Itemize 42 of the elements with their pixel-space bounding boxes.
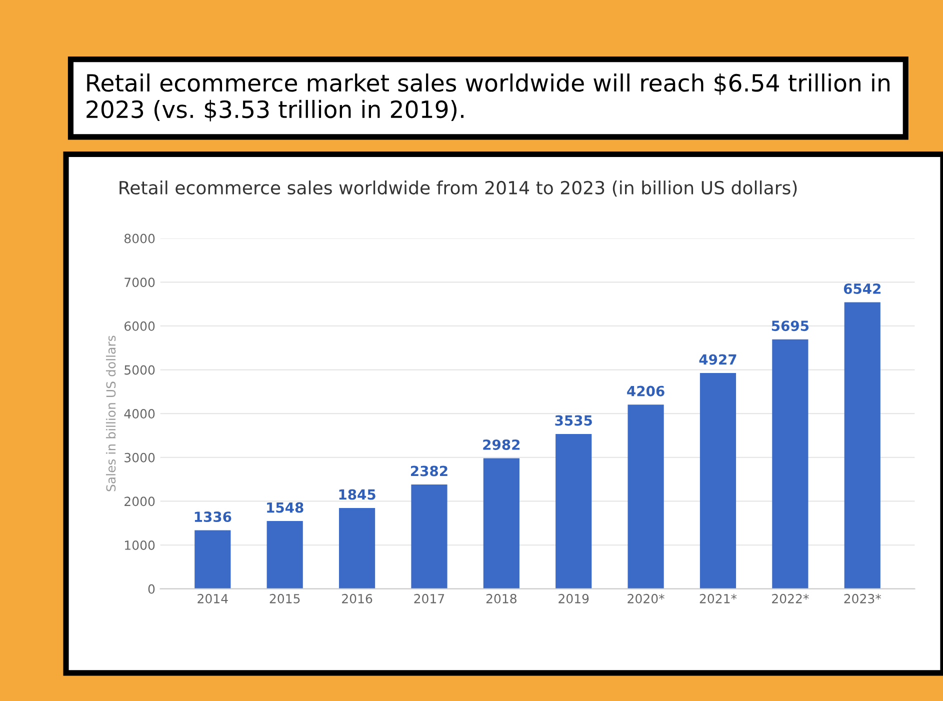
chart-subtitle: Retail ecommerce sales worldwide from 2014 to 2023 (in billion US dollars) <box>120 180 797 197</box>
x-tick-label: 2020* <box>628 594 664 604</box>
bar <box>772 339 808 589</box>
data-label: 3535 <box>555 415 592 426</box>
y-tick-label: 7000 <box>124 278 155 288</box>
y-tick-label: 4000 <box>124 409 155 419</box>
bar <box>194 530 231 589</box>
bar <box>411 484 448 589</box>
data-label: 6542 <box>844 283 880 294</box>
x-tick-label: 2019 <box>558 594 589 604</box>
x-tick-label: 2023* <box>844 594 882 604</box>
y-tick-label: 0 <box>148 584 155 594</box>
x-tick-label: 2016 <box>342 594 372 604</box>
data-label: 4206 <box>627 386 664 396</box>
y-tick-label: 3000 <box>124 452 155 462</box>
y-tick-label: 1000 <box>125 540 155 550</box>
chart-title: Retail ecommerce market sales worldwide will reach $6.54 trillion in 2023 (vs. $3.53 trillion in 2019). <box>86 73 890 122</box>
x-tick-label: 2014 <box>198 594 228 604</box>
data-label: 2982 <box>483 439 520 450</box>
data-label: 2382 <box>410 466 448 476</box>
x-tick-label: 2021* <box>700 594 737 604</box>
bar <box>556 434 592 589</box>
bar <box>628 404 664 589</box>
data-label: 5695 <box>772 320 809 332</box>
x-tick-label: 2022* <box>772 594 809 604</box>
bar <box>844 302 880 589</box>
data-label: 1845 <box>339 489 376 500</box>
bar <box>483 458 520 589</box>
y-tick-label: 2000 <box>124 496 155 506</box>
x-tick-label: 2018 <box>486 594 516 604</box>
x-tick-label: 2015 <box>270 594 300 604</box>
y-tick-label: 8000 <box>124 234 155 244</box>
data-label: 4927 <box>699 354 736 365</box>
y-tick-label: 5000 <box>124 365 155 375</box>
data-label: 1336 <box>194 512 232 522</box>
bar <box>266 521 303 589</box>
bar <box>700 372 736 589</box>
x-tick-label: 2017 <box>414 594 444 604</box>
data-label: 1548 <box>267 502 304 513</box>
y-tick-label: 6000 <box>124 321 155 331</box>
y-axis-title: Sales in billion US dollars <box>106 336 116 492</box>
bar <box>338 508 376 589</box>
